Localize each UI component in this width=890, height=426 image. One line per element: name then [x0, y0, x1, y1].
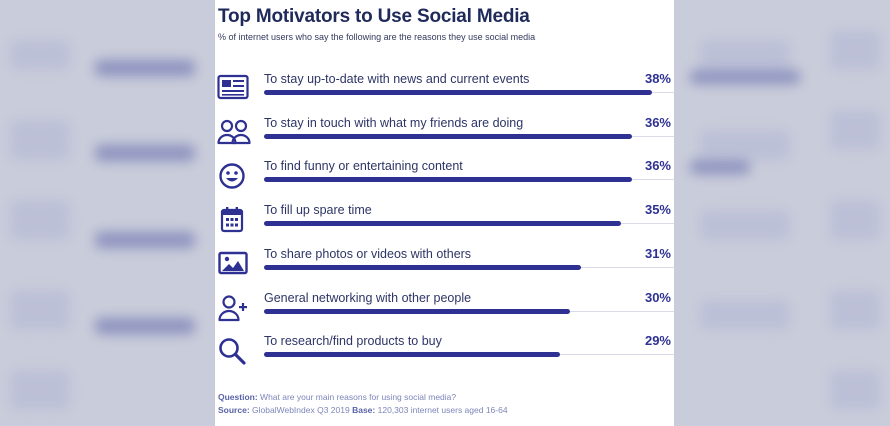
value-label: 31%	[644, 245, 671, 261]
category-label: To fill up spare time	[264, 203, 372, 218]
bar	[264, 177, 632, 183]
chart-card: Top Motivators to Use Social Media % of …	[215, 0, 674, 426]
footer-question: Question: What are your main reasons for…	[218, 392, 456, 402]
value-label: 35%	[644, 202, 671, 218]
people-icon	[217, 118, 251, 148]
bar	[264, 308, 571, 314]
category-label: General networking with other people	[264, 290, 472, 305]
question-text: What are your main reasons for using soc…	[260, 392, 457, 402]
bar	[264, 264, 581, 270]
bar-row: To stay up-to-date with news and current…	[215, 71, 674, 112]
bar	[264, 133, 632, 139]
category-label: To share photos or videos with others	[264, 246, 472, 261]
calendar-icon	[217, 205, 247, 235]
category-label: To stay in touch with what my friends ar…	[264, 115, 524, 130]
chart-title: Top Motivators to Use Social Media	[218, 6, 530, 27]
bar	[264, 90, 652, 95]
bar-row: To share photos or videos with others 31%	[215, 245, 674, 287]
value-label: 36%	[644, 158, 671, 174]
footer-source: Source: GlobalWebIndex Q3 2019 Base: 120…	[218, 405, 508, 415]
value-label: 38%	[644, 71, 671, 86]
bar-row: To fill up spare time 35%	[215, 202, 674, 243]
smiley-icon	[217, 161, 247, 191]
chart-subtitle: % of internet users who say the followin…	[218, 32, 536, 42]
value-label: 29%	[644, 333, 671, 349]
add-user-icon	[217, 293, 247, 323]
bar-row: To stay in touch with what my friends ar…	[215, 114, 674, 156]
source-text: GlobalWebIndex Q3 2019	[252, 405, 350, 415]
category-label: To find funny or entertaining content	[264, 159, 463, 174]
bar	[264, 352, 561, 358]
category-label: To stay up-to-date with news and current…	[264, 72, 530, 86]
base-label: Base:	[352, 405, 376, 415]
newspaper-icon	[217, 74, 249, 104]
value-label: 30%	[644, 289, 671, 305]
bar	[264, 221, 622, 227]
magnifier-icon	[217, 336, 247, 366]
source-label: Source:	[218, 405, 250, 415]
base-text: 120,303 internet users aged 16-64	[377, 405, 508, 415]
value-label: 36%	[644, 114, 671, 130]
image-icon	[217, 249, 248, 279]
bar-row: General networking with other people 30%	[215, 289, 674, 331]
bar-row: To find funny or entertaining content 36%	[215, 158, 674, 199]
bar-row: To research/find products to buy 29%	[215, 333, 674, 374]
category-label: To research/find products to buy	[264, 334, 442, 349]
question-label: Question:	[218, 392, 258, 402]
